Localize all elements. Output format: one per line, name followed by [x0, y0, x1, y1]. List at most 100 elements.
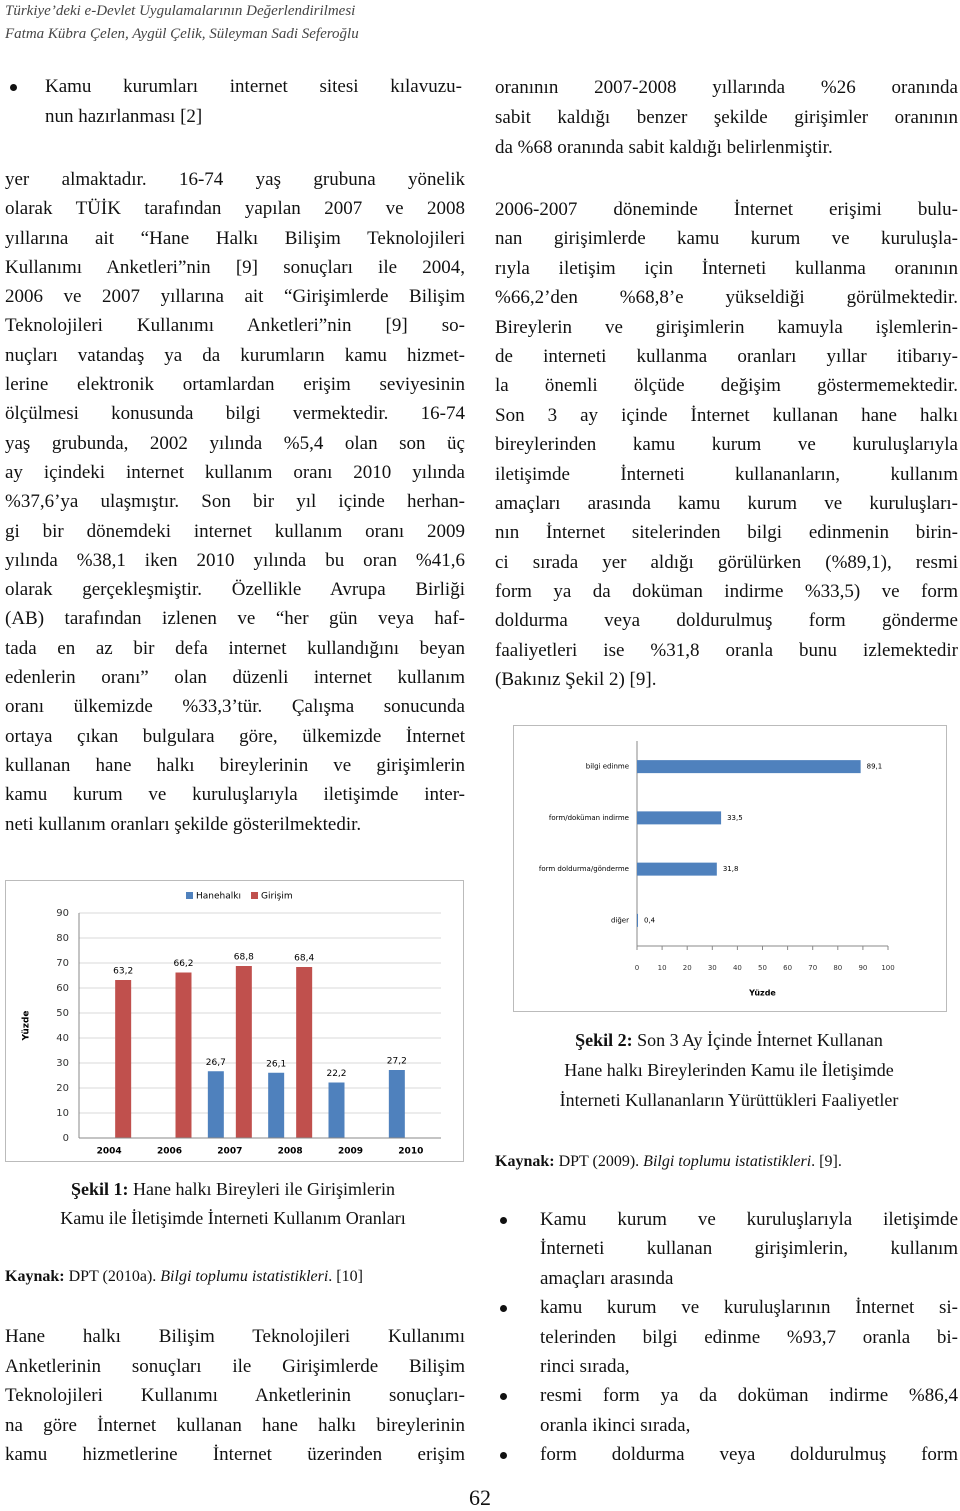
- text-line: sabit kaldığı benzer şekilde girişimler …: [495, 107, 958, 128]
- bullet-dot: [500, 1305, 507, 1313]
- y-tick-label: 20: [56, 1083, 69, 1094]
- source-text: DPT (2009).: [558, 1153, 640, 1170]
- text-line: iletişimde İnterneti kullananların, kull…: [495, 463, 958, 485]
- figure-2-chart: 0 10 20 30 40 50 60 70 80 90 100 Yüzde bilgi edinme 8…: [513, 725, 947, 1012]
- text-line: resmi form ya da doküman indirme %86,4: [540, 1385, 958, 1407]
- source-title: Bilgi toplumu istatistikleri: [160, 1268, 329, 1285]
- text-line: lerine elektronik ortamlardan erişim sev…: [5, 374, 465, 396]
- text-line: faaliyetleri ise %31,8 oranla bunu izlem…: [495, 639, 958, 661]
- text-line: Kullanımı Anketleri”nin [9] sonuçları il…: [5, 256, 465, 278]
- text-line: Teknolojileri Kullanımı Anketleri”nin [9…: [5, 315, 465, 337]
- text-line: ci sırada yer aldığı görülürken (%89,1),…: [495, 551, 958, 573]
- x-tick-label: 2008: [278, 1147, 303, 1157]
- paragraph: oranının 2007-2008 yıllarında %26 oranın…: [495, 73, 958, 163]
- bar: [115, 980, 132, 1138]
- paragraph: Kamu kurum ve kuruluşlarıyla iletişimde İ…: [540, 1205, 958, 1293]
- text-line: kamu kurum ve kuruluşlarının İnternet si…: [540, 1297, 958, 1319]
- value-label: 0,4: [644, 916, 656, 924]
- x-tick-label: 10: [658, 964, 667, 972]
- text-line: ay içindeki internet kullanım oranı 2010…: [5, 461, 465, 483]
- y-tick-label: form doldurma/gönderme: [539, 865, 629, 873]
- text-line: amaçları arasında: [540, 1267, 674, 1289]
- text-line: oranı ülkemizde %33,3’tür. Çalışma sonuc…: [5, 696, 465, 718]
- text-line: yer almaktadır. 16-74 yaş grubuna yöneli…: [5, 169, 465, 190]
- text-line: neti kullanım oranları şekilde gösterilm…: [5, 813, 362, 835]
- paragraph: yer almaktadır. 16-74 yaş grubuna yöneli…: [5, 165, 465, 839]
- text-line: nan girişimlerde kamu kurum ve kuruluşla…: [495, 228, 958, 250]
- text-line: Kamu kurumları internet sitesi kılavuzu-: [45, 76, 462, 97]
- text-line: la önemli ölçüde değişim göstermemektedi…: [495, 375, 958, 397]
- value-label: 22,2: [326, 1069, 346, 1079]
- caption-text: Kamu ile İletişimde İnterneti Kullanım O…: [60, 1208, 406, 1228]
- legend-swatch: [186, 892, 193, 899]
- text-line: rıyla iletişim için İnterneti kullanma o…: [495, 257, 958, 279]
- text-line: Bireylerin ve girişimlerin kamuyla işlem…: [495, 316, 958, 338]
- text-line: 2006-2007 döneminde İnternet erişimi bul…: [495, 199, 958, 220]
- caption-label: Şekil 2:: [575, 1030, 633, 1050]
- x-tick-label: 90: [858, 964, 867, 972]
- x-tick-label: 40: [733, 964, 742, 972]
- paragraph: form doldurma veya doldurulmuş form: [540, 1440, 958, 1469]
- caption-text: İnterneti Kullananların Yürüttükleri Faa…: [559, 1090, 899, 1110]
- legend-label: Hanehalkı: [196, 892, 241, 902]
- x-tick-label: 50: [758, 964, 767, 972]
- text-line: İnterneti kullanan girişimlerin, kullanı…: [540, 1238, 958, 1260]
- text-line: de interneti kullanma oranları yıllar it…: [495, 345, 958, 367]
- bar: [235, 966, 252, 1138]
- text-line: ortaya çıkan bulgulara göre, ülkemizde İ…: [5, 725, 465, 747]
- y-tick-label: 40: [56, 1033, 69, 1044]
- value-label: 33,5: [727, 814, 743, 822]
- text-line: yılında %38,1 iken 2010 yılında bu oran …: [5, 549, 465, 571]
- x-tick-label: 70: [808, 964, 817, 972]
- source-ref: . [10]: [328, 1268, 363, 1285]
- text-line: nın İnternet sitelerinden bilgi edinmeni…: [495, 522, 958, 544]
- text-line: 2006 ve 2007 yıllarına ait “Girişimlerde…: [5, 286, 465, 308]
- bar: [637, 862, 717, 876]
- x-tick-label: 2010: [398, 1147, 423, 1157]
- source-line: Kaynak: DPT (2009). Bilgi toplumu istati…: [495, 1153, 842, 1171]
- text-line: Kamu kurum ve kuruluşlarıyla iletişimde: [540, 1209, 958, 1230]
- y-tick-label: 80: [56, 933, 69, 944]
- header-title: Türkiye’deki e-Devlet Uygulamalarının De…: [5, 3, 356, 19]
- x-tick-label: 100: [881, 964, 894, 972]
- caption-line: Hane halkı Bireylerinden Kamu ile İletiş…: [489, 1055, 960, 1085]
- value-label: 63,2: [113, 967, 133, 977]
- text-line: form doldurma veya doldurulmuş form: [540, 1444, 958, 1466]
- source-title: Bilgi toplumu istatistikleri: [643, 1153, 812, 1170]
- text-line: da %68 oranında sabit kaldığı belirlenmi…: [495, 137, 833, 158]
- source-label: Kaynak:: [495, 1153, 555, 1170]
- caption-line: İnterneti Kullananların Yürüttükleri Faa…: [489, 1085, 960, 1115]
- y-tick-label: 60: [56, 983, 69, 994]
- x-tick-label: 20: [683, 964, 692, 972]
- value-label: 89,1: [867, 763, 883, 771]
- text-line: edenlerin oranı” olan düzenli internet k…: [5, 667, 465, 689]
- x-tick-label: 2006: [157, 1147, 182, 1157]
- source-label: Kaynak:: [5, 1268, 65, 1285]
- value-label: 31,8: [723, 865, 739, 873]
- y-tick-label: 70: [56, 958, 69, 969]
- text-line: Hane halkı Bilişim Teknolojileri Kullanı…: [5, 1326, 465, 1347]
- text-line: olarak gerçekleşmiştir. Özellikle Avrupa…: [5, 579, 465, 601]
- x-tick-label: 2009: [338, 1147, 363, 1157]
- caption-line: Şekil 1: Hane halkı Bireyleri ile Girişi…: [0, 1175, 473, 1204]
- y-axis-label: Yüzde: [22, 1010, 32, 1041]
- text-line: na göre İnternet kullanan hane halkı bir…: [5, 1414, 465, 1436]
- bullet-dot: [500, 1452, 507, 1460]
- text-line: yıllarına ait “Hane Halkı Bilişim Teknol…: [5, 227, 465, 249]
- text-line: tada en az bir defa internet kullandığın…: [5, 637, 465, 659]
- text-line: %37,6’ya ulaşmıştır. Son bir yıl içinde …: [5, 491, 465, 513]
- value-label: 26,1: [266, 1059, 286, 1069]
- paragraph: kamu kurum ve kuruluşlarının İnternet si…: [540, 1293, 958, 1381]
- y-tick-label: 50: [56, 1008, 69, 1019]
- paragraph: Kamu kurumları internet sitesi kılavuzu-…: [45, 72, 462, 132]
- bar: [175, 972, 192, 1138]
- bar: [296, 967, 313, 1138]
- source-line: Kaynak: DPT (2010a). Bilgi toplumu istat…: [5, 1268, 363, 1286]
- x-tick-label: 2004: [97, 1147, 122, 1157]
- bar: [637, 811, 722, 825]
- text-line: oranının 2007-2008 yıllarında %26 oranın…: [495, 77, 958, 98]
- x-tick-label: 80: [833, 964, 842, 972]
- text-line: (AB) tarafından izlenen ve “her gün veya…: [5, 608, 465, 630]
- bar: [637, 913, 639, 927]
